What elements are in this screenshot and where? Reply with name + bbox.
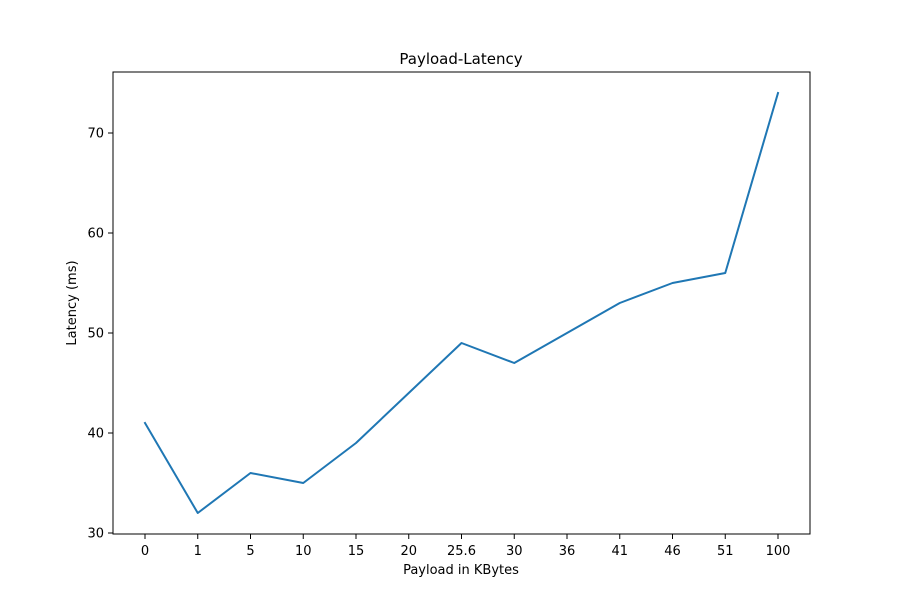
x-tick-label: 51: [717, 544, 734, 559]
x-tick-label: 20: [400, 544, 417, 559]
y-tick-label: 30: [87, 527, 104, 542]
y-tick-label: 60: [87, 227, 104, 242]
x-axis: 0 1 5 10 15 20 25.6 30 36 41 46 51 100: [141, 534, 791, 559]
y-tick-label: 40: [87, 427, 104, 442]
plot-area: [143, 91, 780, 514]
x-tick-label: 41: [611, 544, 628, 559]
x-tick-label: 1: [194, 544, 202, 559]
x-tick-label: 0: [141, 544, 149, 559]
x-tick-label: 10: [295, 544, 312, 559]
y-axis-label: Latency (ms): [65, 260, 80, 345]
chart-title: Payload-Latency: [399, 50, 522, 68]
x-tick-label: 30: [506, 544, 523, 559]
x-tick-label: 5: [246, 544, 254, 559]
y-tick-label: 70: [87, 127, 104, 142]
x-axis-label: Payload in KBytes: [403, 563, 519, 578]
x-tick-label: 15: [348, 544, 365, 559]
x-tick-label: 46: [664, 544, 681, 559]
plot-frame: [112, 71, 811, 535]
y-tick-label: 50: [87, 327, 104, 342]
series-line: [143, 91, 780, 514]
x-tick-label: 100: [766, 544, 791, 559]
x-tick-label: 25.6: [447, 544, 476, 559]
y-axis: 30 40 50 60 70: [87, 127, 113, 542]
x-tick-label: 36: [559, 544, 576, 559]
